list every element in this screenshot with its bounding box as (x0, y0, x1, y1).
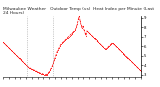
Text: Milwaukee Weather   Outdoor Temp (vs)  Heat Index per Minute (Last 24 Hours): Milwaukee Weather Outdoor Temp (vs) Heat… (3, 7, 154, 15)
